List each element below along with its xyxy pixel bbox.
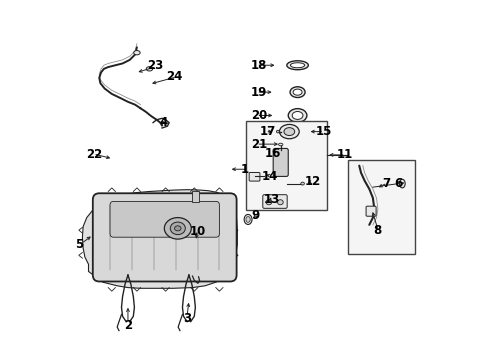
Ellipse shape [279,125,299,139]
Text: 4: 4 [160,116,167,129]
Ellipse shape [286,61,308,70]
Text: 2: 2 [123,319,132,332]
Text: 13: 13 [263,193,279,206]
Ellipse shape [284,128,294,135]
Bar [192,191,198,202]
Polygon shape [82,190,237,288]
Text: 18: 18 [250,59,266,72]
Ellipse shape [300,182,304,185]
Text: 9: 9 [251,210,259,222]
Bar [246,121,326,211]
FancyBboxPatch shape [110,201,219,237]
Text: 12: 12 [304,175,320,188]
Ellipse shape [170,222,185,235]
Ellipse shape [292,89,302,95]
Ellipse shape [292,112,303,120]
Text: 24: 24 [166,69,183,82]
Ellipse shape [244,215,251,225]
Bar [348,160,414,253]
Ellipse shape [287,109,306,122]
Text: 17: 17 [259,125,275,138]
Polygon shape [280,134,308,155]
FancyBboxPatch shape [273,148,287,176]
Text: 6: 6 [394,177,402,190]
Text: 16: 16 [264,147,281,159]
Text: 5: 5 [75,238,83,251]
Text: 11: 11 [336,148,352,161]
FancyBboxPatch shape [366,206,375,216]
Ellipse shape [133,50,140,55]
Text: 7: 7 [381,177,389,190]
Ellipse shape [277,200,283,205]
Ellipse shape [278,143,282,146]
Ellipse shape [290,63,304,68]
Text: 23: 23 [146,59,163,72]
FancyBboxPatch shape [93,193,236,282]
Text: 10: 10 [189,225,205,238]
Text: 3: 3 [183,311,191,325]
Ellipse shape [164,217,191,239]
Ellipse shape [174,226,181,231]
Text: 22: 22 [85,148,102,161]
Text: 14: 14 [261,170,277,183]
Ellipse shape [276,130,279,133]
Text: 15: 15 [315,125,331,138]
Ellipse shape [245,217,250,222]
Ellipse shape [289,87,305,98]
Text: 19: 19 [250,86,266,99]
FancyBboxPatch shape [249,172,260,181]
Ellipse shape [265,200,271,205]
Text: 20: 20 [250,109,266,122]
Text: 1: 1 [240,163,248,176]
FancyBboxPatch shape [262,195,286,208]
Text: 21: 21 [250,138,266,150]
Text: 8: 8 [372,224,381,237]
Ellipse shape [399,179,405,188]
Ellipse shape [146,67,152,71]
